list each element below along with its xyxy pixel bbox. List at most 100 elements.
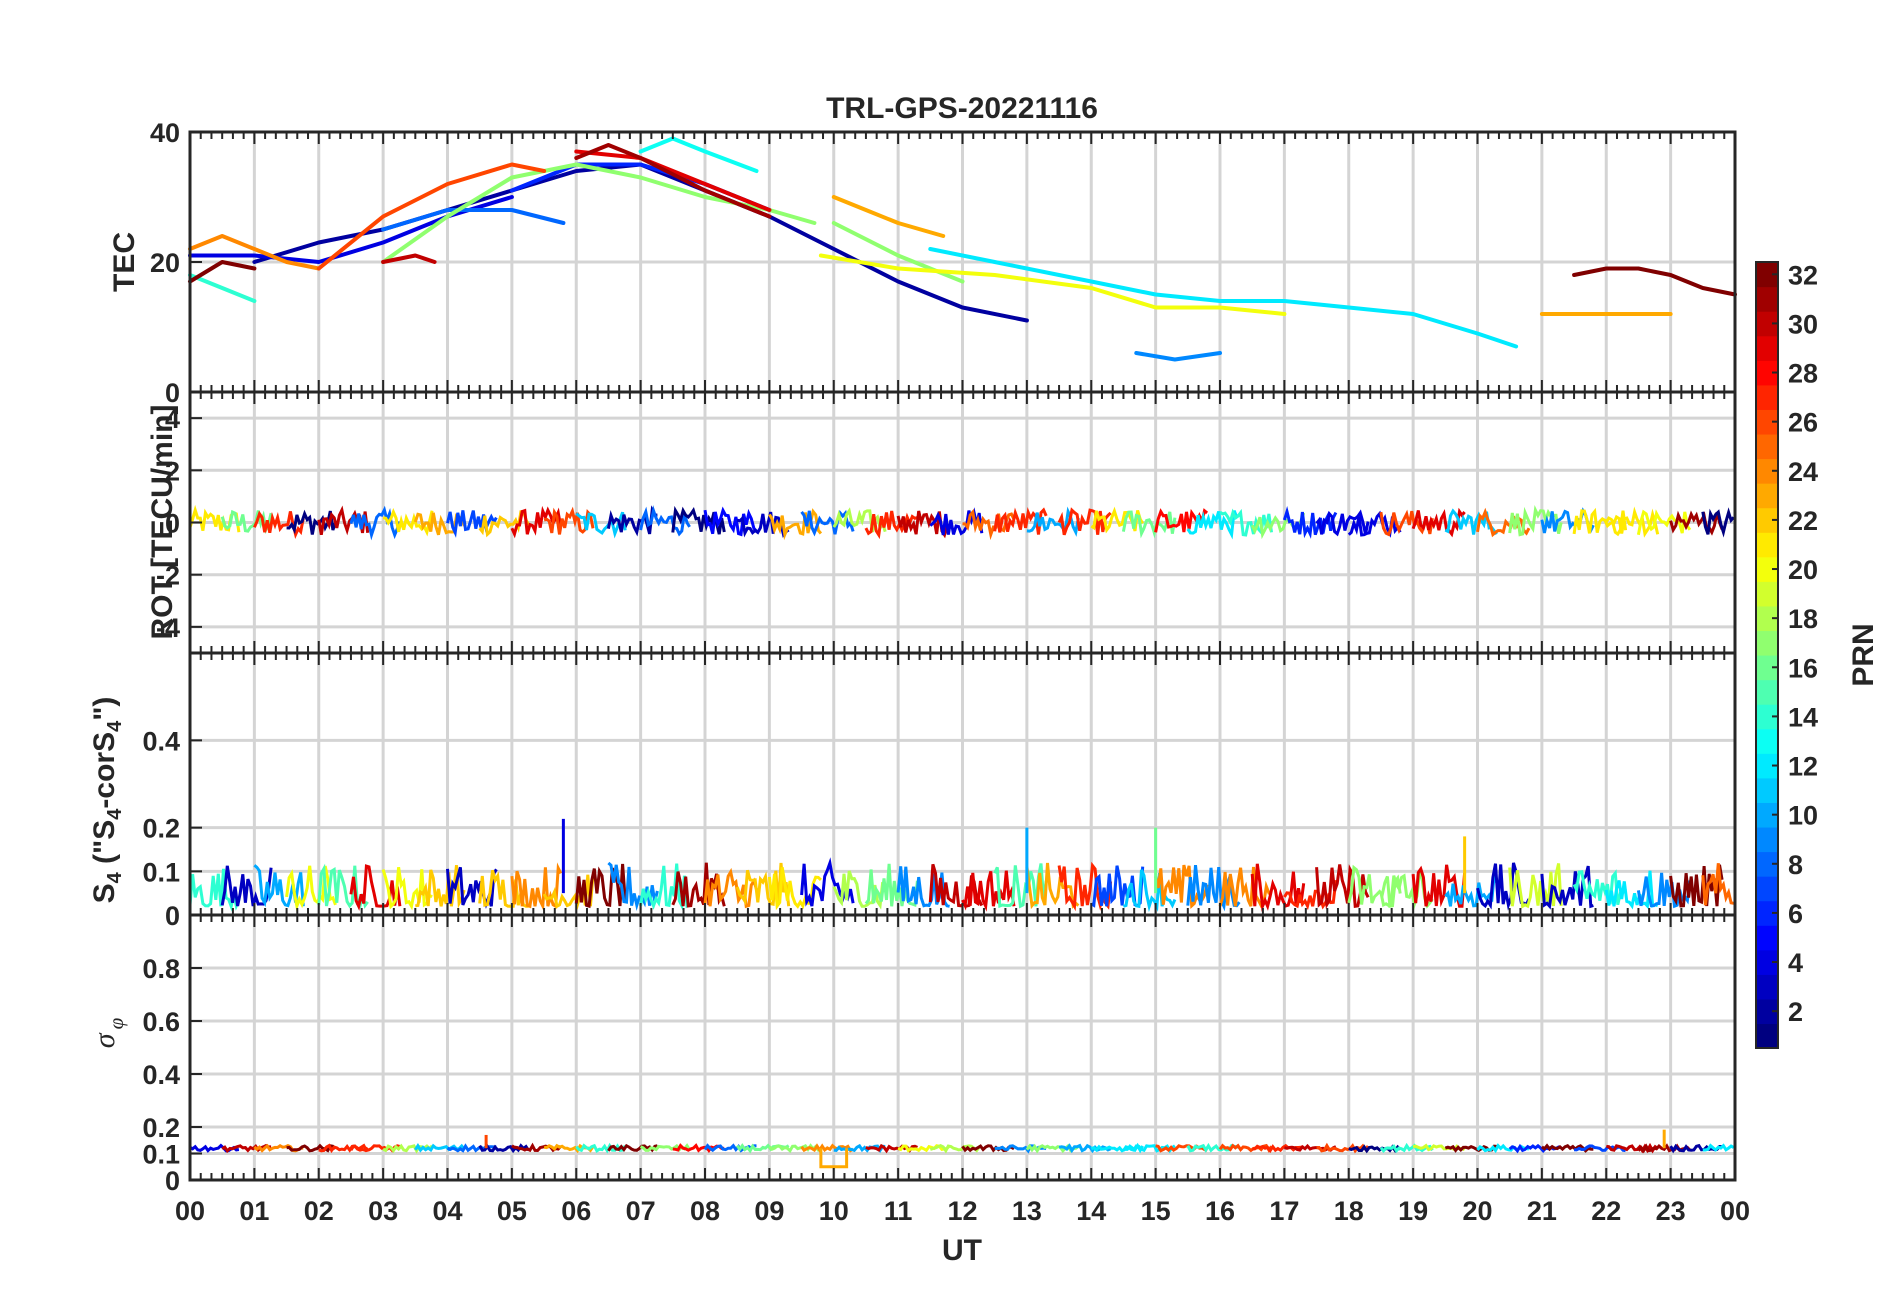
- xlabel: UT: [942, 1234, 982, 1267]
- panel-rot-series-prn-27: [993, 507, 1048, 535]
- x-tick-label: 18: [1334, 1196, 1364, 1226]
- colorbar-swatch: [1756, 335, 1778, 361]
- colorbar-tick-label: 12: [1788, 752, 1818, 782]
- colorbar-tick-label: 16: [1788, 653, 1818, 683]
- panel-rot-series-prn-25: [1476, 507, 1531, 538]
- x-tick-label: 07: [626, 1196, 656, 1226]
- panel-sigma-phi-series-prn-31: [511, 1142, 562, 1153]
- colorbar-swatch: [1756, 655, 1778, 681]
- y-tick-label: 20: [150, 248, 180, 278]
- colorbar-tick-label: 4: [1788, 948, 1803, 978]
- tec-series-prn-20: [818, 253, 1287, 316]
- tec-series-prn-29: [574, 149, 772, 212]
- y-tick-label: 0.2: [142, 814, 180, 844]
- tec-series-prn-32: [188, 260, 257, 284]
- ylabel-sigma-phi: σφ: [88, 1017, 128, 1048]
- colorbar-tick-label: 22: [1788, 506, 1818, 536]
- colorbar-tick-label: 24: [1788, 457, 1818, 487]
- colorbar-swatch: [1756, 605, 1778, 632]
- colorbar-tick-label: 26: [1788, 408, 1818, 438]
- colorbar-tick-label: 20: [1788, 555, 1818, 585]
- tec-series-prn-9: [1134, 351, 1222, 362]
- panel-rot-series-prn-1: [1701, 507, 1735, 538]
- colorbar-tick-label: 18: [1788, 604, 1818, 634]
- panel-s4-series-prn-18: [832, 870, 887, 910]
- tec-series-prn-24: [188, 234, 321, 271]
- x-tick-label: 14: [1076, 1196, 1106, 1226]
- colorbar-swatch: [1756, 998, 1778, 1025]
- x-tick-label: 01: [239, 1196, 269, 1226]
- colorbar-swatch: [1756, 1023, 1778, 1049]
- colorbar-swatch: [1756, 433, 1778, 460]
- panel-s4-series-prn-29: [1250, 863, 1306, 912]
- panel-sigma-phi-series-prn-24: [800, 1143, 854, 1153]
- colorbar-swatch: [1756, 630, 1778, 656]
- panel-sigma-phi-series-prn-14: [1379, 1142, 1434, 1154]
- colorbar-swatch: [1756, 826, 1778, 853]
- y-tick-label: 0: [165, 378, 180, 408]
- y-tick-label: -2: [156, 561, 180, 591]
- y-tick-label: 0.6: [142, 1007, 180, 1037]
- panel-rot-series-prn-16: [1121, 510, 1177, 539]
- colorbar-tick-label: 10: [1788, 801, 1818, 831]
- panel-sigma-phi-series-prn-32: [607, 1143, 658, 1153]
- tec-series-prn-14: [188, 273, 257, 303]
- colorbar-swatch: [1756, 311, 1778, 337]
- colorbar-swatch: [1756, 360, 1778, 386]
- panel-s4-series-prn-23: [1025, 862, 1080, 910]
- colorbar-tick-label: 6: [1788, 899, 1803, 929]
- tec-series-prn-4: [188, 195, 514, 264]
- panel-s4-series-prn-29: [349, 864, 402, 911]
- colorbar-swatch: [1756, 728, 1778, 754]
- panel-s4-series-prn-21: [767, 866, 822, 911]
- colorbar-swatch: [1756, 483, 1778, 509]
- chart-title: TRL-GPS-20221116: [826, 92, 1098, 125]
- y-tick-label: 0: [165, 901, 180, 931]
- panel-s4-series-prn-24: [703, 867, 758, 909]
- y-tick-label: 0.8: [142, 954, 180, 984]
- x-tick-label: 17: [1269, 1196, 1299, 1226]
- panel-s4-series-prn-4: [800, 857, 855, 907]
- panel-rot-series-prn-27: [1057, 507, 1112, 536]
- x-tick-label: 09: [754, 1196, 784, 1226]
- panel-s4-series-prn-12: [1604, 870, 1659, 910]
- x-tick-label: 00: [1720, 1196, 1750, 1226]
- x-tick-label: 11: [884, 1196, 913, 1226]
- x-tick-label: 06: [561, 1196, 591, 1226]
- colorbar-tick-label: 30: [1788, 309, 1818, 339]
- panel-s4-series-prn-9: [607, 861, 659, 911]
- y-tick-label: 40: [150, 118, 180, 148]
- x-tick-label: 00: [175, 1196, 205, 1226]
- colorbar-tick-label: 8: [1788, 850, 1803, 880]
- colorbar-frame: [1755, 261, 1779, 1049]
- x-tick-label: 23: [1656, 1196, 1686, 1226]
- tec-series-prn-26: [316, 162, 547, 271]
- y-tick-label: 0.4: [142, 726, 180, 756]
- x-tick-label: 05: [497, 1196, 527, 1226]
- colorbar-swatch: [1756, 876, 1778, 902]
- panel-rot-series-prn-7: [446, 510, 498, 538]
- panel-sigma-phi-series-prn-30: [1606, 1142, 1659, 1154]
- panel-sigma-phi-series-prn-2: [478, 1143, 530, 1154]
- panel-s4-series-prn-32: [574, 863, 627, 909]
- panel-tec: 0 20 40: [150, 118, 1737, 408]
- x-tick-label: 04: [432, 1196, 462, 1226]
- colorbar-swatch: [1756, 458, 1778, 484]
- panel-sigma-phi-series-prn-26: [1316, 1142, 1370, 1154]
- colorbar-swatch: [1756, 974, 1778, 1000]
- panel-rot-series-prn-21: [1572, 507, 1628, 537]
- panel-rot-series-prn-31: [1669, 510, 1724, 536]
- panel-sigma-phi-series-prn-30: [221, 1143, 272, 1154]
- panel-rot-series-prn-11: [575, 511, 627, 539]
- panel-s4-series-prn-24: [510, 862, 563, 912]
- tec-series-prn-17: [381, 162, 817, 264]
- panel-s4-series-prn-3: [1540, 865, 1594, 910]
- panel-sigma-phi-series-prn-32: [286, 1143, 337, 1153]
- colorbar-swatch: [1756, 753, 1778, 779]
- panel-s4-series-prn-29: [1411, 864, 1467, 908]
- colorbar-tick-label: 28: [1788, 359, 1818, 389]
- panel-rot: -4 -2 0 2 4: [156, 390, 1737, 655]
- panel-s4-series-prn-22: [415, 865, 466, 909]
- x-tick-label: 08: [690, 1196, 720, 1226]
